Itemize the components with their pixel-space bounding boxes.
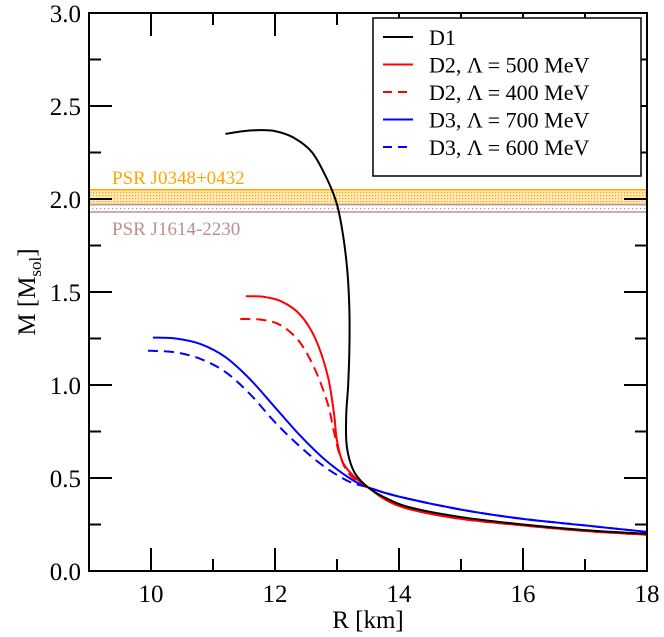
curve-D1 — [225, 129, 647, 535]
x-tick-label: 12 — [263, 581, 288, 608]
legend-label: D3, Λ = 600 MeV — [429, 135, 590, 160]
band-0 — [89, 189, 647, 205]
legend-label: D2, Λ = 500 MeV — [429, 53, 590, 78]
y-tick-label: 1.0 — [50, 373, 81, 400]
y-tick-label: 0.5 — [50, 466, 81, 493]
svg-text:M [Msol]: M [Msol] — [14, 248, 45, 335]
y-tick-label: 3.0 — [50, 1, 81, 28]
mass-radius-curves — [147, 129, 647, 536]
band-label-psr-j1614: PSR J1614-2230 — [112, 219, 240, 240]
y-axis-title: M [Msol] — [14, 248, 45, 335]
y-tick-label: 1.5 — [50, 280, 81, 307]
x-tick-label: 18 — [635, 581, 660, 608]
y-tick-label: 2.0 — [50, 187, 81, 214]
legend-label: D3, Λ = 700 MeV — [429, 108, 590, 133]
x-tick-label: 16 — [511, 581, 536, 608]
curve-D3, Λ = 700 MeV — [152, 336, 647, 533]
x-tick-label: 10 — [139, 581, 164, 608]
legend-label: D2, Λ = 400 MeV — [429, 80, 590, 105]
curve-D2, Λ = 500 MeV — [245, 295, 647, 536]
pulsar-mass-bands — [89, 188, 647, 213]
band-label-psr-j0348: PSR J0348+0432 — [112, 168, 245, 189]
legend-label: D1 — [429, 25, 456, 50]
curve-D2, Λ = 400 MeV — [240, 317, 647, 536]
x-tick-label: 14 — [387, 581, 413, 608]
x-axis-title: R [km] — [332, 607, 404, 634]
y-tick-label: 2.5 — [50, 94, 81, 121]
band-1 — [89, 204, 647, 213]
y-tick-label: 0.0 — [50, 559, 81, 586]
